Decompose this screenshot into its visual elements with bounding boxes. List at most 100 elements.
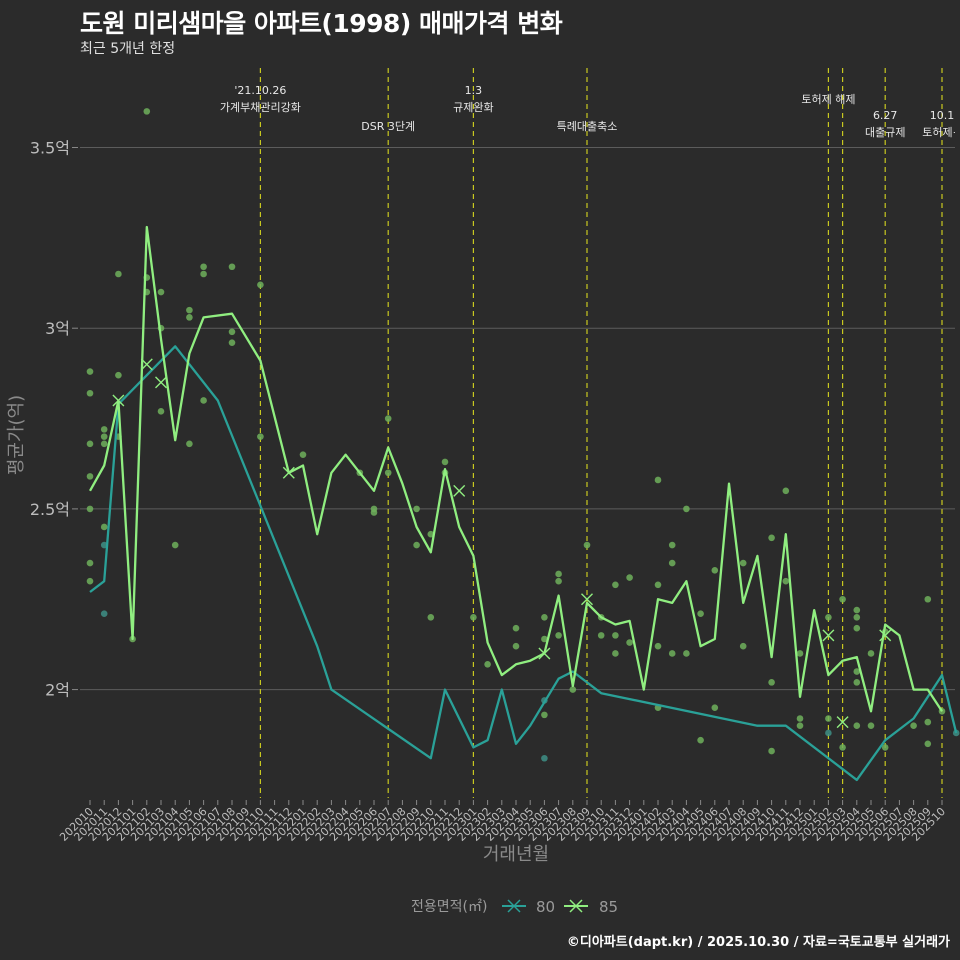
scatter-point-77 — [739, 559, 747, 567]
scatter-point-80 — [768, 679, 775, 686]
scatter-point-63 — [626, 639, 633, 646]
scatter-point-20 — [157, 408, 165, 415]
scatter-point-6 — [86, 577, 94, 585]
y-tick-label-3: 3.5억 — [30, 139, 70, 158]
scatter-point-46 — [484, 660, 491, 668]
event-sublabel-2: 규제완화 — [453, 101, 493, 114]
scatter-point-23 — [186, 314, 193, 321]
y-tick-label-1: 2.5억 — [30, 500, 70, 519]
scatter-point-85 — [796, 715, 804, 722]
scatter-point-8 — [100, 433, 108, 440]
x-marker-5 — [538, 647, 551, 660]
scatter-point-65 — [654, 581, 662, 589]
x-marker-2 — [155, 376, 167, 389]
scatter-point-86 — [796, 722, 804, 730]
event-label-2: 1.3 — [465, 84, 483, 97]
scatter-point-102 — [924, 595, 932, 603]
y-axis: 2억 2.5억 3억 3.5억 — [30, 139, 78, 700]
scatter-point-75 — [711, 567, 719, 574]
scatter-point-72 — [683, 650, 690, 657]
scatter-point-52 — [555, 570, 562, 578]
scatter-point-50 — [541, 635, 548, 643]
scatter-point-32 — [257, 433, 264, 440]
scatter-point-41 — [427, 614, 435, 621]
scatter-point-18 — [157, 288, 165, 296]
scatter-point-69 — [668, 559, 676, 567]
scatter-point-29 — [228, 328, 236, 336]
scatter-point-4 — [86, 505, 94, 513]
scatter-point-31 — [257, 281, 264, 289]
scatter-point-26 — [200, 270, 207, 278]
scatter-point-81 — [768, 747, 775, 755]
scatter-point-101 — [910, 722, 917, 730]
scatter-point-78 — [739, 642, 747, 650]
scatter-point-100 — [881, 744, 889, 751]
series-line-80 — [89, 345, 958, 782]
y-tick-label-0: 2억 — [45, 681, 70, 700]
legend-item-85: 85 — [564, 898, 618, 916]
scatter-point-61 — [612, 650, 619, 657]
scatter-point-98 — [867, 722, 875, 730]
scatter-point-95 — [853, 679, 861, 686]
scatter-point-104 — [924, 740, 932, 748]
scatter-point-25 — [200, 263, 207, 271]
x-axis-label: 거래년월 — [483, 844, 549, 865]
source-caption: ©디아파트(dapt.kr) / 2025.10.30 / 자료=국토교통부 실… — [566, 935, 950, 950]
scatter-point-51 — [541, 711, 548, 719]
scatter-point-48 — [512, 642, 520, 650]
chart-subtitle: 최근 5개년 한정 — [80, 41, 176, 57]
scatter-points — [86, 108, 960, 762]
scatter-point-9 — [100, 440, 108, 448]
scatter-point-66 — [654, 642, 662, 650]
scatter-point-88 — [825, 715, 832, 722]
event-sublabel-6: 대출규제 — [865, 126, 905, 139]
scatter-point-40 — [413, 541, 420, 549]
x-marker-6 — [581, 593, 593, 606]
scatter-point-21 — [171, 541, 179, 549]
scatter-point-28 — [228, 263, 236, 271]
scatter-point-59 — [612, 581, 619, 589]
scatter-point-54 — [555, 632, 562, 639]
scatter-point-83 — [782, 577, 790, 585]
scatter-point-12 — [115, 371, 122, 379]
event-label-6: 6.27 — [873, 109, 898, 122]
scatter-point-56 — [583, 541, 591, 549]
scatter-point-49 — [541, 614, 548, 621]
scatter-point-30 — [228, 339, 236, 346]
event-label-7: 10.1 — [930, 109, 955, 122]
x-axis: 2020102020112020122021012021022021032021… — [57, 800, 948, 844]
scatter-point-109 — [541, 754, 548, 762]
scatter-point-45 — [470, 614, 477, 621]
event-label-0: '21.10.26 — [234, 84, 286, 97]
scatter-point-22 — [186, 306, 193, 314]
scatter-point-1 — [86, 389, 94, 397]
legend-title: 전용면적(㎡) — [411, 899, 487, 915]
scatter-point-89 — [839, 595, 846, 603]
series-lines — [88, 225, 958, 782]
scatter-point-76 — [711, 704, 719, 711]
scatter-point-87 — [825, 614, 832, 621]
scatter-point-71 — [683, 505, 690, 513]
scatter-point-79 — [768, 534, 775, 542]
scatter-point-84 — [796, 650, 804, 657]
legend: 전용면적(㎡) 80 85 — [411, 898, 618, 916]
legend-item-80: 80 — [502, 898, 555, 916]
scatter-point-39 — [413, 505, 420, 513]
legend-label-85: 85 — [599, 898, 618, 916]
scatter-point-60 — [612, 632, 619, 639]
event-sublabel-0: 가계부채관리강화 — [220, 101, 301, 114]
scatter-point-64 — [654, 476, 662, 484]
scatter-point-91 — [853, 606, 861, 614]
scatter-point-103 — [924, 718, 932, 726]
x-marker-8 — [836, 716, 849, 729]
scatter-point-93 — [853, 624, 861, 632]
scatter-point-96 — [853, 722, 861, 730]
x-marker-1 — [140, 358, 153, 371]
x-markers — [112, 358, 892, 729]
scatter-point-82 — [782, 487, 790, 495]
scatter-point-62 — [626, 574, 633, 581]
x-marker-4 — [453, 484, 466, 497]
y-tick-label-2: 3억 — [45, 319, 70, 338]
